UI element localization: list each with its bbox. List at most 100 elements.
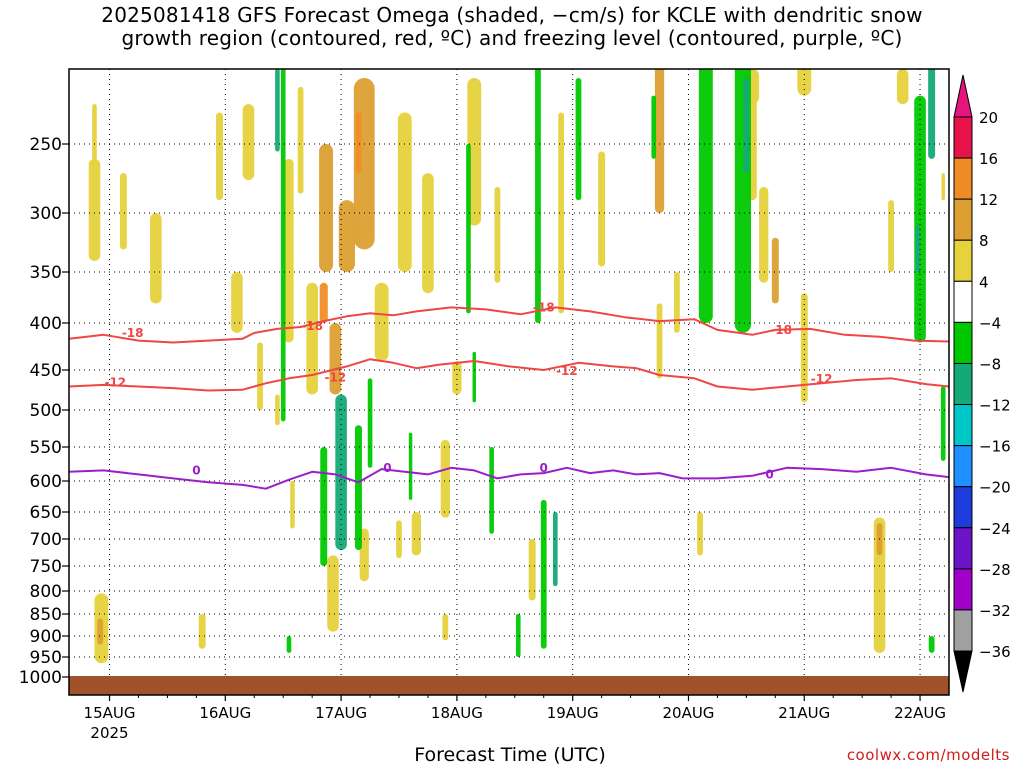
x-tick-label: 18AUG (431, 704, 483, 722)
omega-cell (216, 112, 223, 201)
y-tick-label: 350 (30, 263, 62, 283)
colorbar-swatch (953, 362, 973, 406)
grid-lines (69, 69, 949, 695)
x-axis-title: Forecast Time (UTC) (414, 744, 606, 766)
omega-cell (494, 186, 501, 283)
omega-cell (320, 447, 328, 566)
omega-cell (540, 499, 547, 649)
omega-cell (452, 361, 462, 395)
y-tick-label: 850 (30, 605, 62, 625)
colorbar-label: 8 (979, 232, 989, 250)
omega-cell (915, 225, 921, 272)
x-tick-label: 22AUG (894, 704, 946, 722)
colorbar-label: −32 (979, 602, 1011, 620)
y-tick-label: 800 (30, 582, 62, 602)
y-tick-label: 600 (30, 472, 62, 492)
x-tick-label: 21AUG (778, 704, 830, 722)
y-tick-label: 1000 (19, 668, 62, 688)
ground-bar (69, 676, 949, 695)
omega-cell (422, 173, 434, 294)
omega-cell (928, 636, 935, 653)
y-tick-label: 650 (30, 503, 62, 523)
omega-cell (397, 112, 412, 272)
y-tick-label: 300 (30, 204, 62, 224)
colorbar-swatch (953, 239, 973, 282)
plot-border (68, 68, 950, 696)
colorbar-swatch (953, 445, 973, 488)
omega-cell (489, 447, 494, 534)
y-axis: 250 300 350 400 450 500 550 600 650 700 750 800 8509… (19, 135, 69, 688)
contour-label: -18 (122, 326, 144, 340)
colorbar-label: −24 (979, 520, 1011, 538)
y-tick-label: 700 (30, 530, 62, 550)
credit-link[interactable]: coolwx.com/modelts (846, 746, 1010, 764)
omega-cell (472, 351, 476, 403)
colorbar-label: 16 (979, 150, 998, 168)
y-tick-label: 900 (30, 627, 62, 647)
colorbar-swatch (953, 404, 973, 447)
y-tick-label: 500 (30, 401, 62, 421)
colorbar-label: −20 (979, 479, 1011, 497)
contour-label: -12 (104, 375, 126, 389)
colorbar-label: −8 (979, 355, 1001, 373)
omega-cell (284, 158, 294, 343)
omega-cell (231, 272, 243, 333)
omega-cell (306, 282, 318, 395)
omega-cell (275, 394, 280, 426)
omega-cell (598, 151, 606, 267)
omega-cell (515, 614, 521, 657)
omega-cell (242, 104, 255, 181)
omega-cell (759, 186, 769, 283)
omega-cell (558, 112, 564, 314)
omega-cell (888, 200, 894, 272)
omega-cell (355, 425, 362, 551)
colorbar-label: −12 (979, 397, 1011, 415)
contour-line (69, 306, 949, 344)
omega-cell (275, 69, 280, 152)
omega-cell (800, 293, 808, 403)
omega-cell (553, 512, 558, 587)
omega-cell (797, 69, 812, 96)
contour-label: -18 (533, 300, 555, 314)
omega-cell (359, 528, 369, 582)
colorbar-label: −16 (979, 438, 1011, 456)
omega-cell (442, 614, 449, 641)
contour-label: -12 (556, 364, 578, 378)
chart-title: 2025081418 GFS Forecast Omega (shaded, −… (0, 4, 1024, 50)
omega-cell (119, 173, 127, 250)
colorbar-top-arrow (953, 74, 973, 118)
x-tick-year: 2025 (90, 724, 128, 742)
omega-cell (654, 69, 665, 213)
colorbar-swatch (953, 116, 973, 159)
omega-cell (697, 512, 703, 556)
omega-cell (528, 539, 536, 601)
y-tick-label: 250 (30, 135, 62, 155)
y-tick-label: 400 (30, 314, 62, 334)
contour-label: -12 (324, 371, 346, 385)
omega-cell (92, 104, 97, 167)
omega-cell (651, 95, 657, 159)
omega-cell (319, 282, 328, 323)
x-axis: 15AUG 16AUG 17AUG 18AUG 19AUG 20AUG 21AUG 22AUG… (84, 695, 946, 742)
omega-cell (290, 481, 295, 529)
colorbar-label: 12 (979, 191, 998, 209)
contour-line (69, 358, 949, 392)
colorbar-label: −36 (979, 643, 1011, 661)
omega-cell (535, 69, 541, 323)
omega-cell (408, 432, 413, 500)
omega-cell (329, 323, 342, 395)
omega-cell (88, 158, 101, 261)
omega-cell (150, 213, 162, 304)
colorbar-swatch (953, 157, 973, 200)
colorbar-swatch (953, 198, 973, 241)
omega-cell (97, 618, 104, 645)
omega-cell (411, 512, 421, 556)
y-tick-label: 450 (30, 361, 62, 381)
y-tick-label: 550 (30, 438, 62, 458)
y-tick-label: 750 (30, 557, 62, 577)
colorbar-bottom-arrow (953, 650, 973, 693)
omega-cell (674, 272, 680, 333)
contour-label: 0 (765, 467, 773, 481)
ground-fill (69, 676, 949, 695)
